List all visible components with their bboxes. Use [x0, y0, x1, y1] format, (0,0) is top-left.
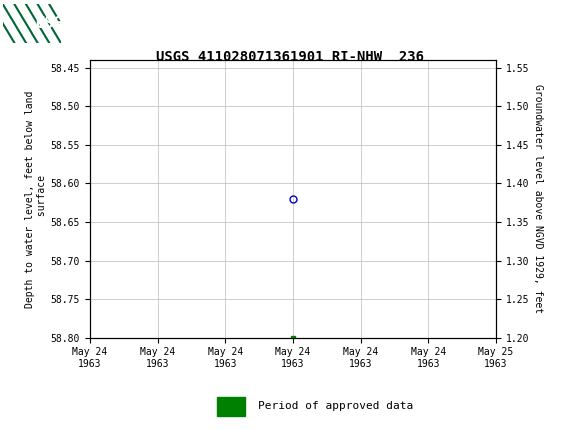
Y-axis label: Depth to water level, feet below land
 surface: Depth to water level, feet below land su…	[25, 90, 46, 307]
Y-axis label: Groundwater level above NGVD 1929, feet: Groundwater level above NGVD 1929, feet	[533, 84, 543, 313]
Text: USGS 411028071361901 RI-NHW  236: USGS 411028071361901 RI-NHW 236	[156, 50, 424, 64]
Text: USGS: USGS	[35, 16, 71, 31]
Text: Period of approved data: Period of approved data	[258, 401, 413, 412]
Bar	[3, 4, 29, 43]
Bar	[217, 396, 245, 416]
